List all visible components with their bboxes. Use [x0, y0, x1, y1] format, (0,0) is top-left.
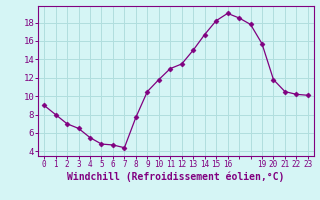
X-axis label: Windchill (Refroidissement éolien,°C): Windchill (Refroidissement éolien,°C)	[67, 172, 285, 182]
